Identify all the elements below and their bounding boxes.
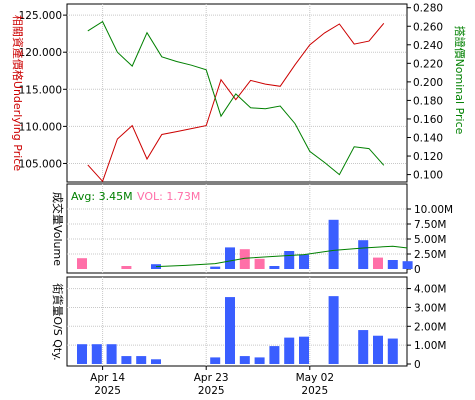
bar	[269, 346, 280, 364]
right-tick-label: 0.260	[413, 21, 443, 33]
right-tick-label: 4.00M	[414, 284, 446, 296]
os-qty-axis-ticks: 4.00M 3.00M 2.00M 1.00M 0	[407, 284, 446, 371]
nominal-price-axis-title: 搭證價Nominal Price	[453, 26, 467, 135]
bar	[239, 356, 250, 364]
x-tick-label: Apr 14	[90, 372, 125, 384]
bar	[284, 337, 295, 364]
left-tick-label: 110.000	[19, 121, 62, 133]
bar	[358, 330, 369, 364]
right-tick-label: 0.120	[413, 151, 443, 163]
bar	[299, 254, 309, 269]
right-tick-label: 1.00M	[414, 340, 446, 352]
volume-bars	[77, 219, 413, 269]
current-volume-label: VOL: 1.73M	[137, 190, 200, 203]
underlying-price-axis-title: 相關資產價格Underlying Price	[11, 15, 25, 171]
bar	[225, 297, 235, 364]
average-volume-line	[155, 245, 408, 268]
left-tick-label: 115.000	[19, 84, 62, 96]
right-tick-label: 0	[414, 264, 421, 276]
bar	[402, 261, 413, 269]
right-tick-label: 0.180	[413, 95, 443, 107]
x-tick-year: 2025	[198, 385, 225, 397]
right-tick-label: 2.50M	[414, 249, 446, 261]
volume-axis-title: 成交量Volume	[51, 192, 65, 266]
volume-panel	[66, 183, 408, 274]
grid-lines	[67, 4, 407, 366]
bar	[387, 338, 398, 364]
bar	[106, 344, 117, 364]
avg-volume-label: Avg: 3.45M	[71, 190, 133, 203]
os-qty-bars	[77, 296, 398, 364]
bar	[254, 258, 265, 269]
right-tick-label: 2.00M	[414, 321, 446, 333]
price-lines	[87, 20, 408, 268]
bar	[151, 359, 161, 364]
bar	[210, 266, 221, 269]
bar	[358, 240, 369, 269]
left-tick-label: 125.000	[19, 10, 62, 22]
bar	[210, 357, 221, 364]
bar	[299, 336, 309, 364]
bar	[77, 258, 87, 269]
x-tick-label: May 02	[296, 372, 334, 384]
bar	[373, 257, 383, 269]
right-tick-label: 5.00M	[414, 234, 446, 246]
bar	[373, 335, 383, 364]
right-tick-label: 0.240	[413, 40, 443, 52]
x-tick-year: 2025	[301, 385, 328, 397]
right-tick-label: 0.140	[413, 133, 443, 145]
right-tick-label: 0.160	[413, 114, 443, 126]
bar	[225, 247, 235, 269]
bar	[254, 357, 265, 364]
volume-axis-ticks: 10.00M 7.50M 5.00M 2.50M 0	[407, 204, 453, 276]
price-panel	[66, 3, 408, 183]
bar	[328, 296, 339, 364]
nominal-price-line	[87, 20, 385, 176]
bar	[136, 356, 147, 364]
price-axis-ticks: 125.000 120.000 115.000 110.000 105.000 0.280…	[19, 3, 443, 182]
left-tick-label: 120.000	[19, 47, 62, 59]
bar	[387, 260, 398, 269]
x-tick-label: Apr 23	[194, 372, 229, 384]
right-tick-label: 10.00M	[414, 204, 453, 216]
x-tick-year: 2025	[94, 385, 121, 397]
bar	[77, 344, 87, 364]
right-tick-label: 0.100	[413, 170, 443, 182]
bar	[121, 356, 132, 364]
right-tick-label: 7.50M	[414, 219, 446, 231]
left-tick-label: 105.000	[19, 158, 62, 170]
bar	[239, 249, 250, 269]
right-tick-label: 3.00M	[414, 302, 446, 314]
right-tick-label: 0	[414, 359, 421, 371]
bar	[328, 219, 339, 269]
os-qty-panel	[66, 276, 408, 367]
bar	[91, 344, 102, 364]
right-tick-label: 0.220	[413, 58, 443, 70]
underlying-price-line	[87, 22, 385, 183]
right-tick-label: 0.280	[413, 3, 443, 15]
bar	[121, 266, 132, 269]
bar	[269, 266, 280, 269]
bar	[284, 251, 295, 269]
right-tick-label: 0.200	[413, 77, 443, 89]
os-qty-axis-title: 街貨量O/S Qty.	[51, 283, 65, 360]
